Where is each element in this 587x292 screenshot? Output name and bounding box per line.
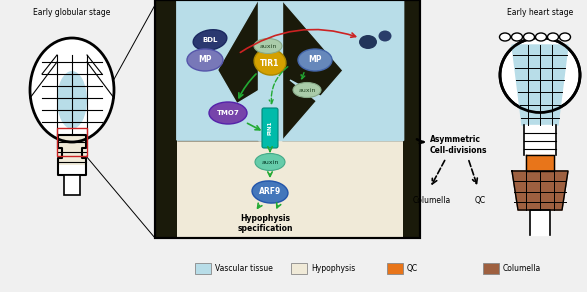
Polygon shape — [512, 45, 568, 125]
Text: BDL: BDL — [203, 37, 218, 43]
Ellipse shape — [359, 35, 377, 49]
Ellipse shape — [559, 33, 571, 41]
Ellipse shape — [254, 49, 286, 75]
Polygon shape — [290, 80, 403, 140]
Polygon shape — [282, 0, 403, 140]
Ellipse shape — [548, 33, 558, 41]
Text: QC: QC — [474, 196, 485, 205]
Text: Columella: Columella — [503, 264, 541, 273]
FancyArrowPatch shape — [239, 74, 256, 98]
FancyArrowPatch shape — [469, 161, 477, 184]
Ellipse shape — [511, 33, 522, 41]
Polygon shape — [177, 0, 258, 140]
FancyBboxPatch shape — [483, 263, 499, 274]
Bar — [155, 140, 420, 238]
FancyArrowPatch shape — [268, 172, 272, 176]
Bar — [155, 0, 420, 238]
Bar — [177, 0, 403, 140]
Ellipse shape — [379, 30, 392, 41]
Polygon shape — [282, 0, 403, 140]
Polygon shape — [512, 171, 568, 210]
FancyArrowPatch shape — [269, 67, 288, 104]
FancyArrowPatch shape — [258, 203, 262, 208]
Polygon shape — [282, 0, 403, 140]
Bar — [155, 0, 420, 238]
FancyBboxPatch shape — [58, 135, 86, 165]
Text: PIN1: PIN1 — [268, 121, 272, 135]
FancyBboxPatch shape — [291, 263, 307, 274]
Bar — [155, 0, 177, 238]
Text: ARF9: ARF9 — [259, 187, 281, 197]
Ellipse shape — [252, 181, 288, 203]
Polygon shape — [530, 210, 550, 235]
Ellipse shape — [187, 49, 223, 71]
Bar — [177, 140, 403, 238]
Bar — [155, 0, 177, 238]
Polygon shape — [58, 135, 86, 175]
Polygon shape — [282, 0, 403, 140]
Polygon shape — [177, 80, 276, 140]
Bar — [155, 0, 420, 140]
FancyArrowPatch shape — [248, 123, 260, 130]
Polygon shape — [524, 125, 556, 155]
Text: Early heart stage: Early heart stage — [507, 8, 573, 17]
Ellipse shape — [500, 37, 580, 112]
Ellipse shape — [254, 39, 282, 53]
Text: auxin: auxin — [261, 159, 279, 164]
Text: Hypophysis: Hypophysis — [311, 264, 355, 273]
Text: Early globular stage: Early globular stage — [33, 8, 111, 17]
Text: Hypophysis
specification: Hypophysis specification — [237, 214, 293, 233]
Ellipse shape — [30, 38, 114, 142]
FancyArrowPatch shape — [432, 160, 445, 184]
Ellipse shape — [524, 33, 535, 41]
Text: auxin: auxin — [298, 88, 316, 93]
Ellipse shape — [209, 102, 247, 124]
Polygon shape — [276, 0, 290, 80]
Text: TMO7: TMO7 — [217, 110, 239, 116]
Polygon shape — [177, 0, 258, 140]
Text: Asymmetric
Cell-divisions: Asymmetric Cell-divisions — [430, 135, 487, 155]
Text: MP: MP — [198, 55, 212, 65]
FancyBboxPatch shape — [195, 263, 211, 274]
Bar — [403, 0, 420, 238]
Ellipse shape — [255, 154, 285, 171]
Text: TIR1: TIR1 — [260, 58, 279, 67]
Text: auxin: auxin — [259, 44, 276, 48]
Text: Vascular tissue: Vascular tissue — [215, 264, 273, 273]
Ellipse shape — [57, 71, 87, 129]
Polygon shape — [258, 0, 282, 140]
Bar — [155, 140, 420, 238]
FancyArrowPatch shape — [417, 139, 423, 145]
Text: Columella: Columella — [413, 196, 451, 205]
Ellipse shape — [298, 49, 332, 71]
Polygon shape — [64, 175, 80, 195]
Bar — [403, 0, 420, 238]
Ellipse shape — [500, 33, 511, 41]
FancyArrowPatch shape — [301, 73, 305, 79]
FancyArrowPatch shape — [268, 147, 272, 152]
FancyBboxPatch shape — [262, 108, 278, 148]
Text: QC: QC — [407, 264, 418, 273]
Bar — [57, 128, 87, 156]
Ellipse shape — [293, 83, 321, 98]
Ellipse shape — [535, 33, 546, 41]
Polygon shape — [526, 155, 554, 171]
FancyArrowPatch shape — [240, 29, 356, 53]
FancyBboxPatch shape — [387, 263, 403, 274]
Bar — [155, 0, 420, 140]
Polygon shape — [177, 80, 276, 140]
Polygon shape — [290, 80, 403, 140]
Text: MP: MP — [308, 55, 322, 65]
Polygon shape — [177, 0, 258, 140]
FancyArrowPatch shape — [276, 203, 281, 208]
Ellipse shape — [193, 30, 227, 50]
Polygon shape — [177, 0, 258, 140]
